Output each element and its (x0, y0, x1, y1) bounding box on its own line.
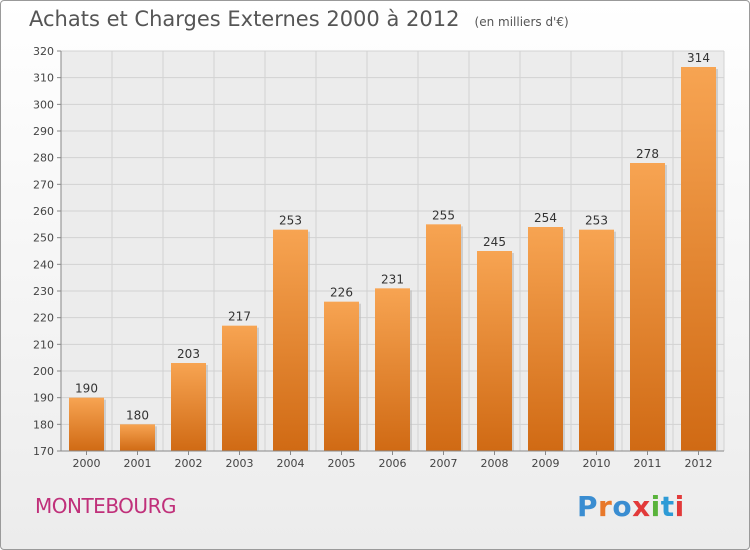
x-tick-label: 2002 (175, 457, 203, 470)
logo-letter: x (632, 490, 651, 523)
x-tick-label: 2011 (634, 457, 662, 470)
commune-name: MONTEBOURG (35, 494, 176, 518)
bar-value-label: 278 (636, 147, 659, 161)
x-tick-label: 2012 (685, 457, 713, 470)
bar (171, 363, 206, 451)
bar (324, 301, 359, 451)
bar (375, 288, 410, 451)
y-tick-label: 190 (33, 392, 54, 405)
logo-letter: i (674, 490, 685, 523)
x-tick-label: 2000 (73, 457, 101, 470)
bar (477, 251, 512, 451)
bar-value-label: 231 (381, 272, 404, 286)
logo-letter: o (612, 490, 633, 523)
x-tick-label: 2005 (328, 457, 356, 470)
x-tick-label: 2008 (481, 457, 509, 470)
y-tick-label: 260 (33, 205, 54, 218)
y-tick-label: 320 (33, 45, 54, 58)
bar (426, 224, 461, 451)
y-tick-label: 270 (33, 178, 54, 191)
x-tick-label: 2004 (277, 457, 305, 470)
chart-subtitle: (en milliers d'€) (474, 15, 569, 29)
y-tick-label: 180 (33, 418, 54, 431)
bar (222, 325, 257, 451)
bar-value-label: 180 (126, 408, 149, 422)
logo-letter: i (650, 490, 661, 523)
bar (630, 163, 665, 451)
y-tick-label: 280 (33, 152, 54, 165)
logo-letter: t (660, 490, 675, 523)
chart-title: Achats et Charges Externes 2000 à 2012 (… (29, 7, 569, 31)
bar-value-label: 245 (483, 235, 506, 249)
y-tick-label: 310 (33, 72, 54, 85)
bar-value-label: 226 (330, 286, 353, 300)
bar-value-label: 217 (228, 310, 251, 324)
y-tick-label: 170 (33, 445, 54, 458)
y-tick-label: 250 (33, 232, 54, 245)
bar (579, 229, 614, 451)
bar-value-label: 254 (534, 211, 557, 225)
x-tick-label: 2010 (583, 457, 611, 470)
bar-value-label: 314 (687, 51, 710, 65)
x-tick-label: 2009 (532, 457, 560, 470)
bar-value-label: 190 (75, 382, 98, 396)
proxiti-logo: Proxiti (577, 490, 685, 523)
y-tick-label: 230 (33, 285, 54, 298)
y-tick-label: 240 (33, 258, 54, 271)
bar (681, 67, 716, 451)
y-tick-label: 210 (33, 338, 54, 351)
logo-letter: P (577, 490, 599, 523)
logo-letter: r (598, 490, 613, 523)
x-tick-label: 2003 (226, 457, 254, 470)
bar-value-label: 253 (279, 214, 302, 228)
bar-value-label: 203 (177, 347, 200, 361)
x-tick-label: 2006 (379, 457, 407, 470)
x-tick-label: 2001 (124, 457, 152, 470)
y-tick-label: 300 (33, 98, 54, 111)
bar (528, 227, 563, 451)
y-tick-label: 290 (33, 125, 54, 138)
bar-value-label: 255 (432, 208, 455, 222)
bar-value-label: 253 (585, 214, 608, 228)
bar (273, 229, 308, 451)
x-tick-label: 2007 (430, 457, 458, 470)
chart-title-main: Achats et Charges Externes 2000 à 2012 (29, 7, 460, 31)
bar (120, 424, 155, 451)
y-tick-label: 220 (33, 312, 54, 325)
y-tick-label: 200 (33, 365, 54, 378)
bar (69, 397, 104, 451)
